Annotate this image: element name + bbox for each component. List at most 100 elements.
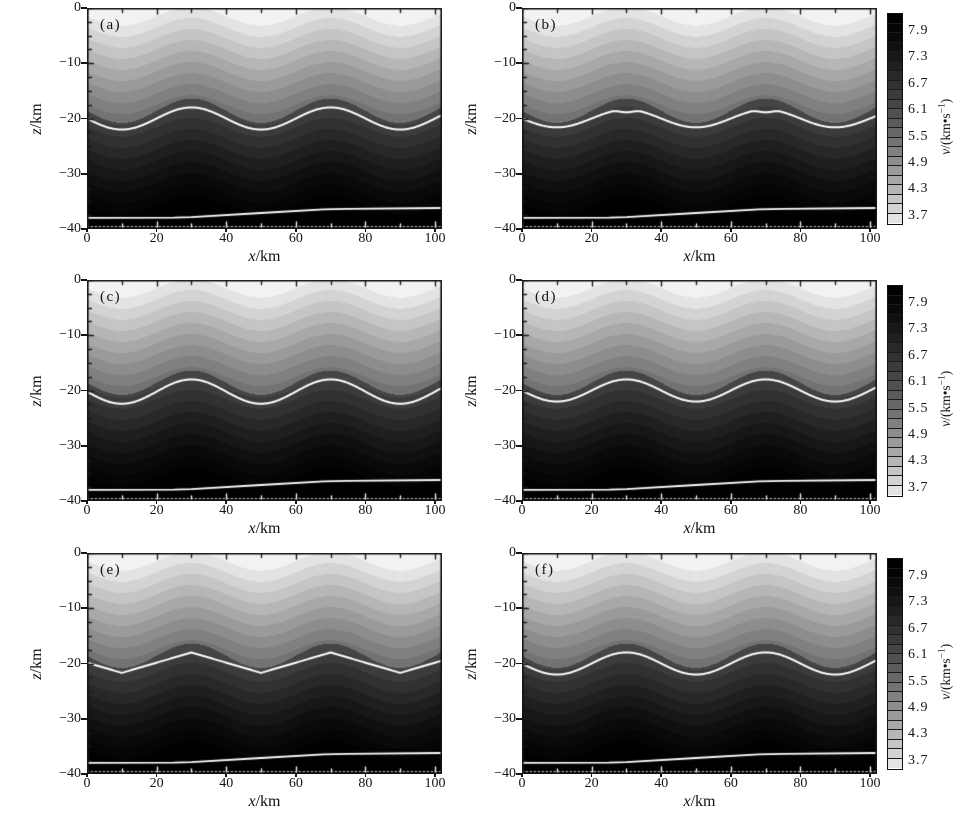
colorbar-tick-label: 3.7 — [908, 479, 929, 495]
x-tick-label: 40 — [654, 776, 669, 791]
x-major-tick — [590, 774, 593, 777]
x-tick-label: 20 — [584, 231, 599, 246]
z-major-tick — [516, 444, 522, 447]
colorbar-unit-mid: /(km•s — [937, 658, 953, 695]
colorbar-segment — [888, 476, 902, 486]
z-tick-label: −30 — [494, 710, 516, 726]
panel-a-heatmap — [87, 8, 442, 229]
x-major-tick — [590, 229, 593, 232]
colorbar-tick-label: 6.1 — [908, 374, 929, 390]
colorbar-tick-label: 5.5 — [908, 400, 929, 416]
x-tick-label: 80 — [793, 231, 808, 246]
colorbar-segment — [888, 185, 902, 195]
z-major-tick — [81, 334, 87, 337]
x-axis-label-var: x — [683, 793, 691, 810]
z-axis-label: z/km — [463, 369, 481, 413]
colorbar-tick-label: 6.7 — [908, 75, 929, 91]
x-tick-label: 100 — [424, 776, 446, 791]
z-tick-label: −20 — [494, 382, 516, 398]
x-axis-label-unit: /km — [690, 520, 716, 537]
colorbar-segment — [888, 156, 902, 167]
colorbar-tick-label: 7.9 — [908, 23, 929, 39]
colorbar-tick-label: 6.7 — [908, 347, 929, 363]
z-tick-label: −10 — [59, 55, 81, 71]
x-tick-label: 20 — [149, 231, 164, 246]
colorbar-unit-var: v — [937, 421, 953, 428]
z-major-tick — [516, 172, 522, 175]
x-major-tick — [225, 774, 227, 777]
colorbar-tick-label: 7.3 — [908, 49, 929, 65]
x-major-tick — [660, 501, 662, 504]
z-tick-label: −10 — [494, 600, 516, 616]
x-tick-label: 100 — [424, 231, 446, 246]
panel-b-heatmap — [522, 8, 877, 229]
x-tick-label: 100 — [859, 776, 881, 791]
z-major-tick — [81, 444, 87, 447]
colorbar-unit-var: v — [937, 694, 953, 701]
z-axis-label-unit: /km — [463, 102, 480, 128]
colorbar-segment — [888, 409, 902, 420]
x-axis-label-unit: /km — [255, 793, 281, 810]
z-tick-label: 0 — [74, 272, 81, 287]
x-axis-label-var: x — [683, 248, 691, 265]
colorbar-segment — [888, 286, 902, 296]
colorbar — [887, 558, 903, 770]
colorbar-unit-mid: /(km•s — [937, 385, 953, 422]
x-major-tick — [521, 229, 523, 232]
z-axis-label-unit: /km — [28, 647, 45, 673]
z-tick-label: −30 — [494, 437, 516, 453]
z-major-tick — [81, 117, 87, 120]
x-major-tick — [86, 774, 88, 777]
z-tick-label: −40 — [59, 221, 81, 236]
z-major-tick — [81, 773, 87, 775]
x-major-tick — [155, 229, 158, 232]
x-major-tick — [225, 229, 227, 232]
z-tick-label: −10 — [494, 327, 516, 343]
colorbar-tick-label: 5.5 — [908, 128, 929, 144]
x-tick-label: 40 — [654, 231, 669, 246]
z-major-tick — [516, 662, 522, 665]
panel-d-letter: (d) — [535, 289, 557, 305]
z-axis-label: z/km — [28, 642, 46, 686]
colorbar-segment — [888, 109, 902, 119]
z-axis-label-var: z — [28, 399, 45, 407]
colorbar-unit-mid: /(km•s — [937, 113, 953, 150]
colorbar-unit-suffix: ) — [937, 644, 953, 649]
z-tick-label: −40 — [59, 493, 81, 508]
z-major-tick — [81, 389, 87, 392]
z-major-tick — [81, 500, 87, 502]
x-tick-label: 80 — [358, 231, 373, 246]
z-major-tick — [81, 228, 87, 230]
z-tick-label: 0 — [509, 0, 516, 15]
colorbar-segment — [888, 758, 902, 769]
colorbar-segment — [888, 711, 902, 721]
z-major-tick — [516, 500, 522, 502]
colorbar-segment — [888, 61, 902, 72]
z-tick-label: −10 — [59, 327, 81, 343]
colorbar-segment — [888, 466, 902, 477]
panel-c-letter: (c) — [100, 289, 122, 305]
x-major-tick — [799, 501, 802, 504]
colorbar-segment — [888, 118, 902, 129]
x-tick-label: 0 — [83, 776, 91, 791]
z-tick-label: 0 — [74, 0, 81, 15]
panel-e-heatmap — [87, 553, 442, 774]
x-axis-label-unit: /km — [255, 520, 281, 537]
x-major-tick — [364, 501, 367, 504]
z-major-tick — [516, 117, 522, 120]
colorbar-segment — [888, 147, 902, 157]
z-axis-label: z/km — [463, 97, 481, 141]
z-major-tick — [516, 552, 522, 554]
x-tick-label: 40 — [219, 776, 234, 791]
z-major-tick — [81, 279, 87, 281]
colorbar-tick-label: 4.9 — [908, 155, 929, 171]
colorbar-unit-label: v/(km•s−1) — [934, 67, 954, 187]
z-tick-label: −40 — [494, 493, 516, 508]
x-axis-label-var: x — [248, 520, 256, 537]
x-major-tick — [86, 501, 88, 504]
colorbar-segment — [888, 314, 902, 325]
colorbar-tick-label: 3.7 — [908, 207, 929, 223]
z-axis-label: z/km — [463, 642, 481, 686]
x-major-tick — [155, 774, 158, 777]
